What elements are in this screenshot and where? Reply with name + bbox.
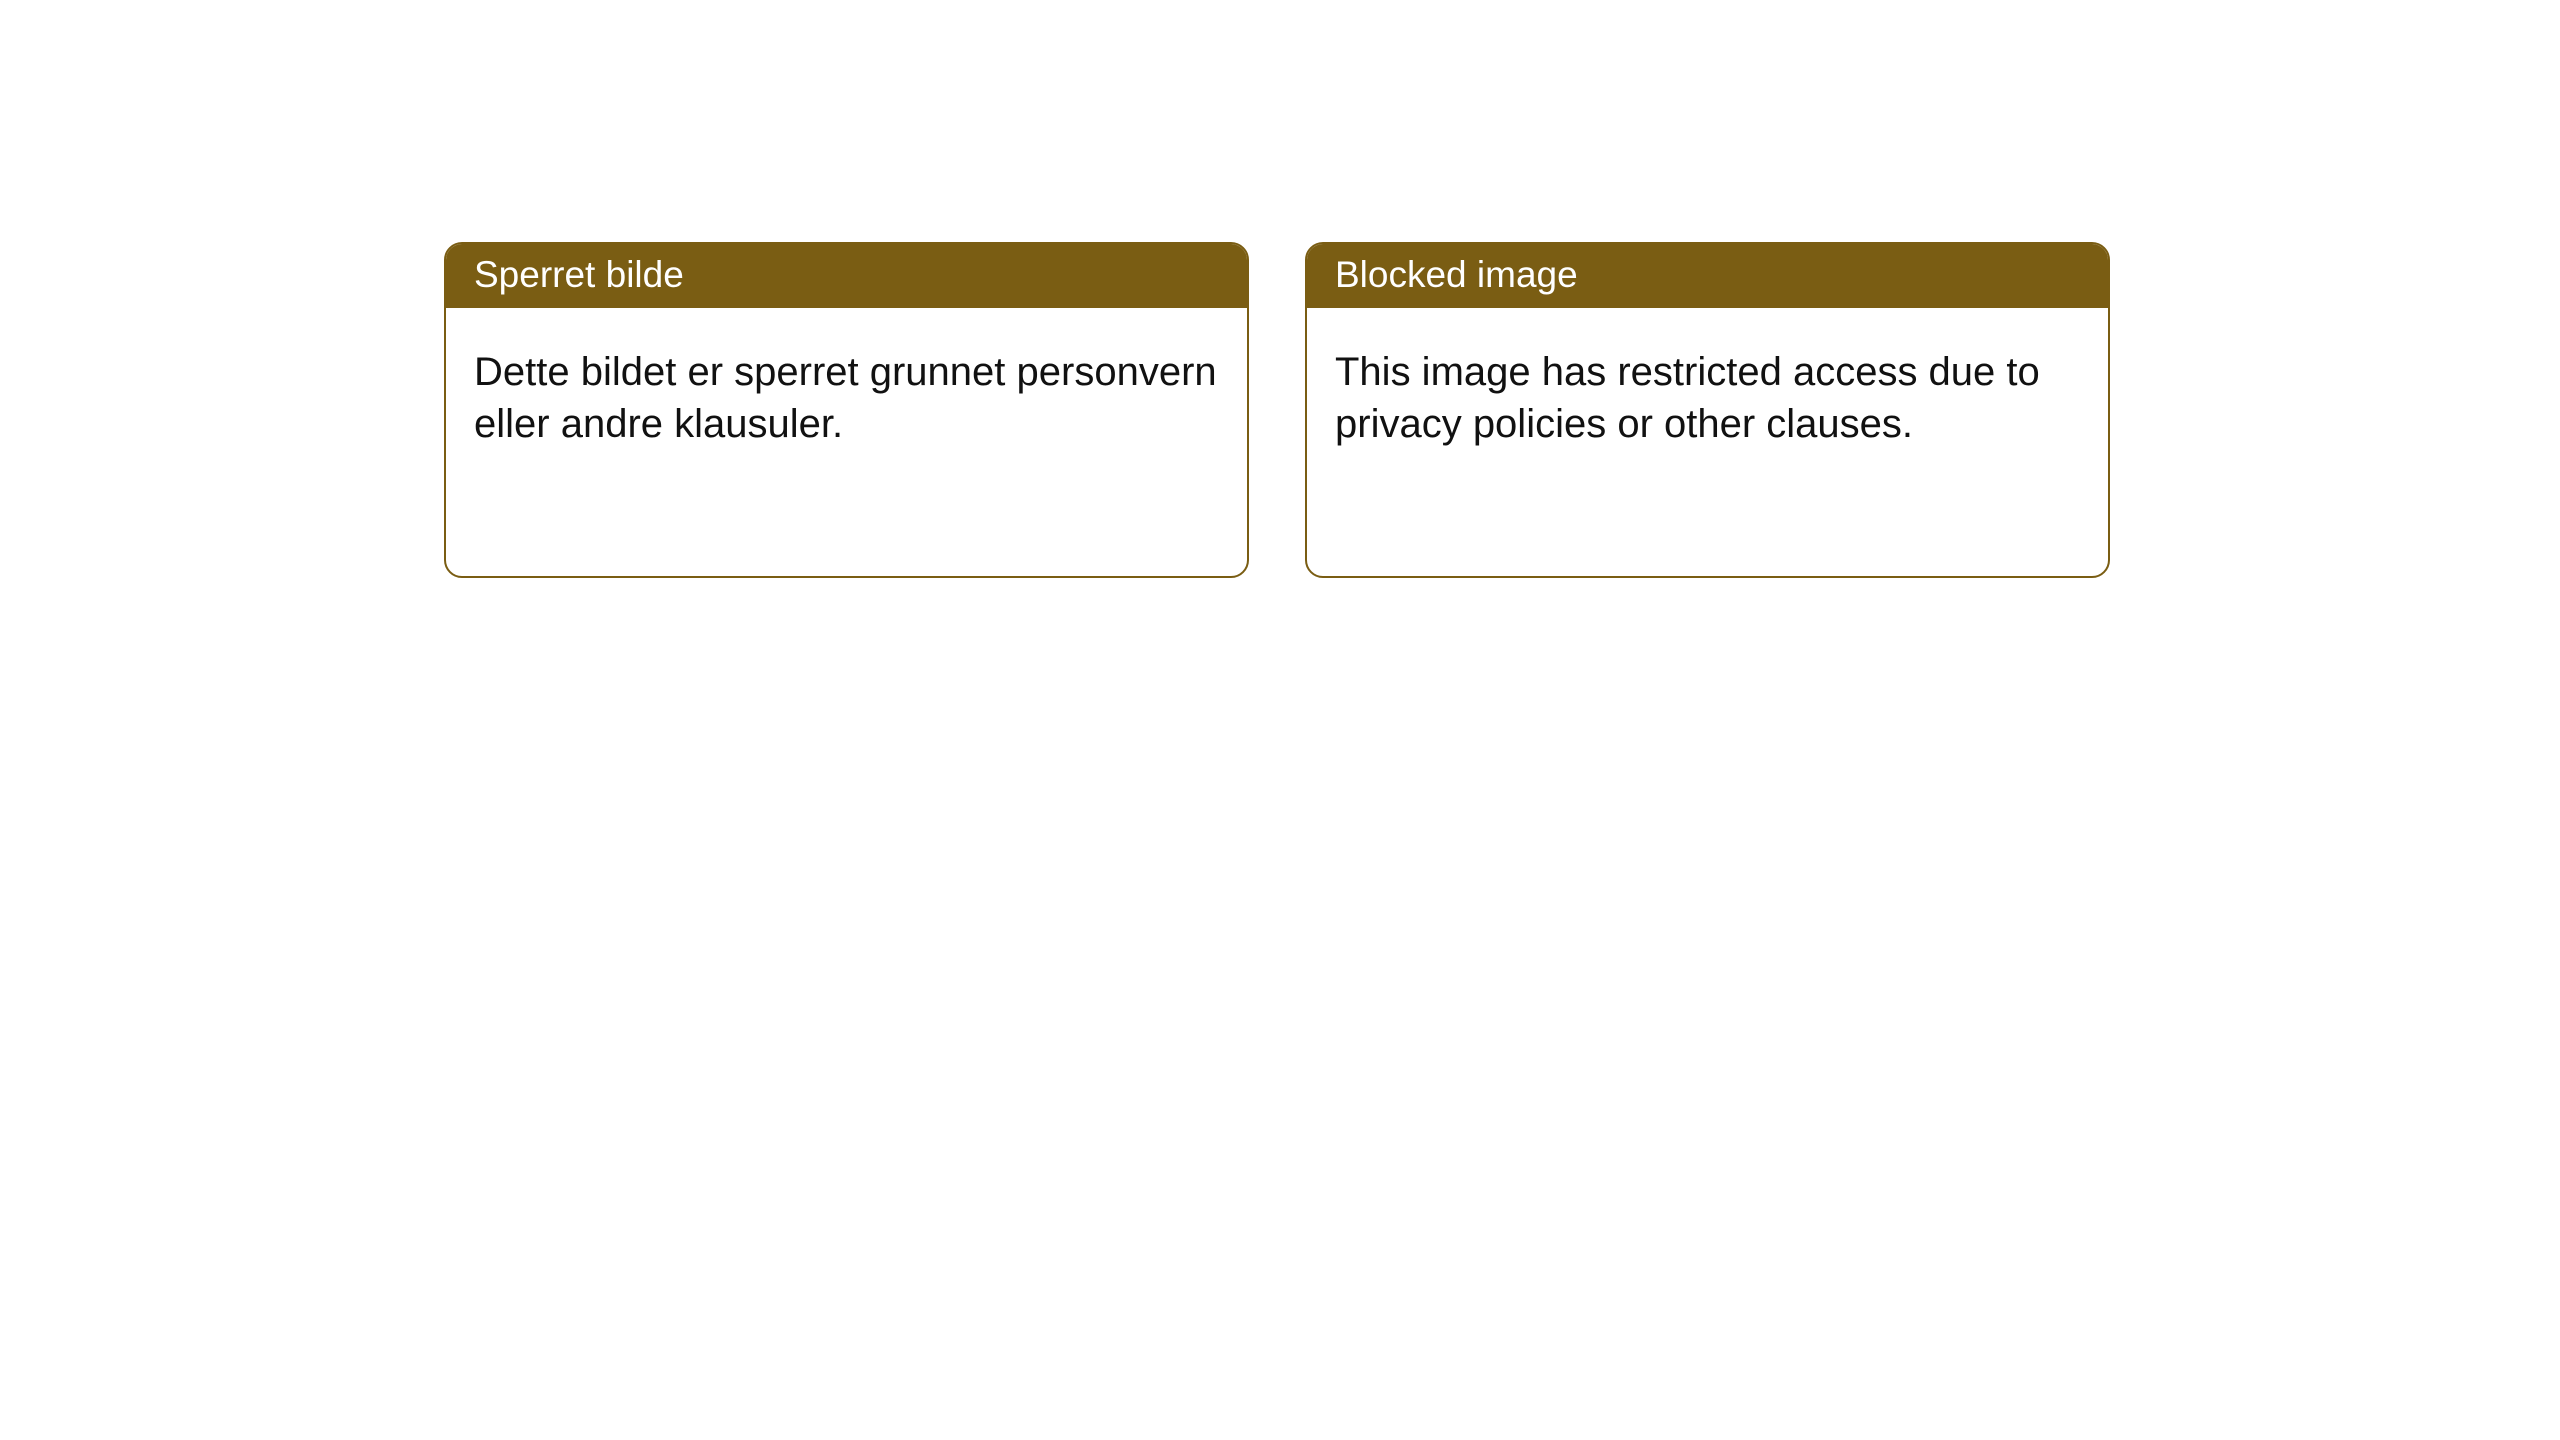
card-body-en: This image has restricted access due to … <box>1307 308 2108 576</box>
card-message-en: This image has restricted access due to … <box>1335 346 2080 450</box>
card-body-no: Dette bildet er sperret grunnet personve… <box>446 308 1247 576</box>
card-header-en: Blocked image <box>1307 244 2108 308</box>
cards-container: Sperret bilde Dette bildet er sperret gr… <box>0 0 2560 578</box>
card-message-no: Dette bildet er sperret grunnet personve… <box>474 346 1219 450</box>
card-title-no: Sperret bilde <box>474 254 684 295</box>
blocked-image-card-en: Blocked image This image has restricted … <box>1305 242 2110 578</box>
blocked-image-card-no: Sperret bilde Dette bildet er sperret gr… <box>444 242 1249 578</box>
card-title-en: Blocked image <box>1335 254 1578 295</box>
card-header-no: Sperret bilde <box>446 244 1247 308</box>
